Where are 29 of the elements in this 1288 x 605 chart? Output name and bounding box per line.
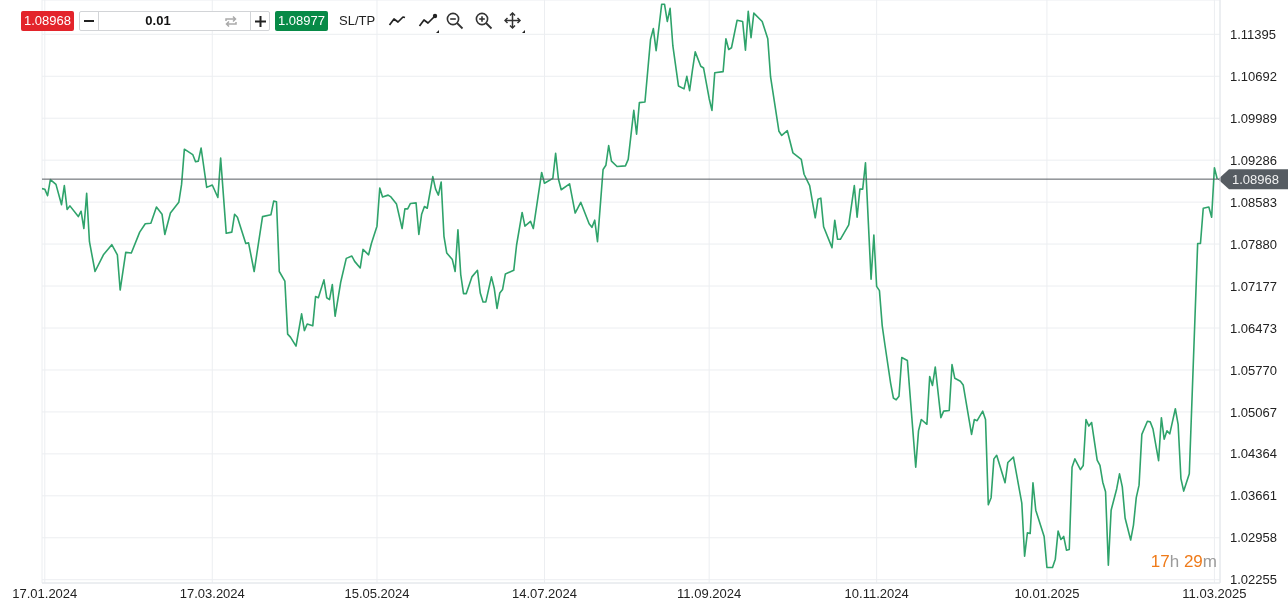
y-tick-label: 1.07177	[1230, 278, 1277, 294]
ref-line-label: 1.08968	[1232, 171, 1279, 187]
x-tick-label: 15.05.2024	[344, 586, 410, 602]
x-tick-label: 14.07.2024	[511, 586, 577, 602]
y-tick-label: 1.09989	[1230, 110, 1277, 126]
x-tick-label: 17.03.2024	[179, 586, 245, 602]
y-tick-label: 1.05067	[1230, 404, 1277, 420]
x-tick-label: 11.03.2025	[1182, 586, 1247, 602]
y-tick-label: 1.02958	[1230, 530, 1277, 546]
y-tick-label: 1.07880	[1230, 236, 1277, 252]
x-tick-label: 17.01.2024	[12, 586, 78, 602]
y-tick-label: 1.10692	[1230, 68, 1277, 84]
y-tick-label: 1.04364	[1230, 446, 1277, 462]
annotation: 1.08977	[275, 11, 328, 31]
x-tick-label: 11.09.2024	[677, 586, 742, 602]
annotation: SL/TP	[339, 12, 376, 30]
x-tick-label: 10.11.2024	[844, 586, 909, 602]
annotation: 0.01	[144, 12, 172, 30]
y-tick-label: 1.11395	[1230, 26, 1277, 42]
y-tick-label: 1.02255	[1230, 572, 1277, 588]
y-tick-label: 1.09286	[1230, 152, 1277, 168]
quantity-field: 0.01	[79, 11, 270, 31]
y-tick-label: 1.08583	[1230, 194, 1277, 210]
x-tick-label: 10.01.2025	[1014, 586, 1080, 602]
y-tick-label: 1.03661	[1230, 488, 1277, 504]
y-tick-label: 1.05770	[1230, 362, 1277, 378]
y-tick-label: 1.06473	[1230, 320, 1277, 336]
annotation: 1.08968	[21, 11, 74, 31]
annotation: 17h 29m	[1150, 552, 1217, 571]
